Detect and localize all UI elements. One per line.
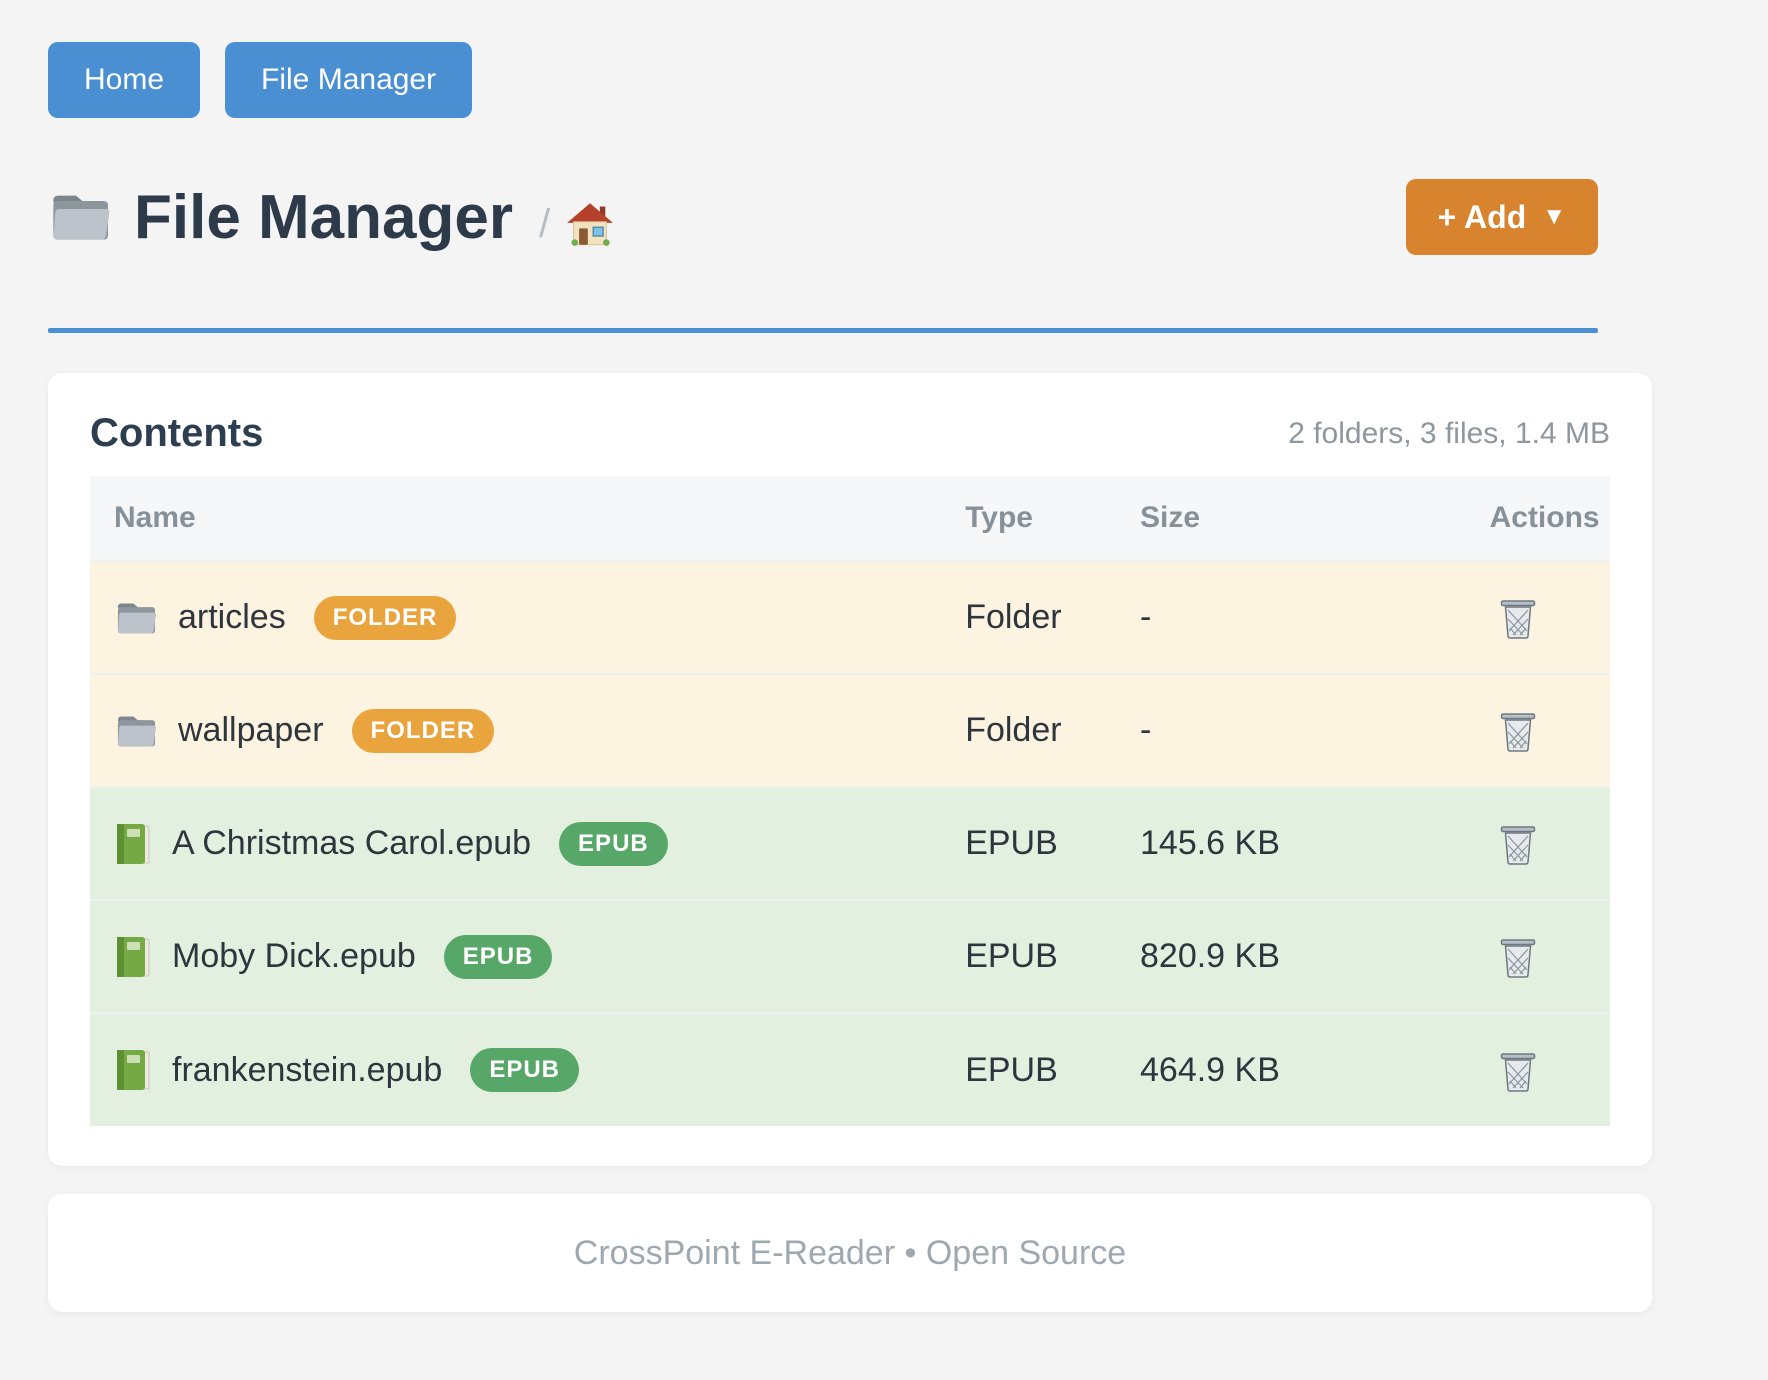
size-cell: 820.9 KB [1116, 899, 1466, 1013]
folder-icon [117, 716, 156, 746]
type-cell: EPUB [941, 1012, 1116, 1126]
delete-button[interactable] [1496, 819, 1540, 869]
table-row: wallpaper FOLDER Folder - [90, 673, 1610, 787]
item-badge: EPUB [470, 1048, 579, 1092]
column-header-name: Name [90, 476, 942, 561]
caret-down-icon: ▼ [1542, 203, 1566, 230]
item-badge: FOLDER [313, 595, 457, 640]
size-cell: 145.6 KB [1116, 786, 1466, 900]
trash-icon [1500, 1052, 1535, 1092]
page-title: File Manager [48, 182, 513, 253]
item-badge: EPUB [443, 934, 553, 979]
book-icon [117, 823, 150, 864]
footer: CrossPoint E-Reader • Open Source [48, 1194, 1652, 1312]
contents-card: Contents 2 folders, 3 files, 1.4 MB Name… [48, 373, 1652, 1166]
contents-table-body: articles FOLDER Folder - [90, 560, 1610, 1126]
item-name[interactable]: frankenstein.epub [172, 1050, 443, 1089]
top-nav: Home File Manager [48, 0, 1652, 118]
file-manager-nav-button[interactable]: File Manager [225, 42, 473, 118]
book-icon [117, 936, 150, 977]
type-cell: Folder [941, 673, 1116, 787]
page-title-text: File Manager [134, 182, 513, 252]
delete-button[interactable] [1496, 1046, 1540, 1096]
trash-icon [1500, 826, 1535, 865]
contents-heading: Contents [90, 411, 264, 455]
item-name[interactable]: Moby Dick.epub [172, 937, 416, 975]
home-nav-button[interactable]: Home [48, 42, 201, 118]
home-icon[interactable] [566, 202, 614, 246]
contents-table: Name Type Size Actions [90, 476, 1610, 1126]
delete-button[interactable] [1496, 593, 1540, 643]
trash-icon [1500, 600, 1535, 639]
add-button-label: + Add [1437, 198, 1527, 235]
trash-icon [1500, 713, 1535, 752]
table-row: articles FOLDER Folder - [90, 560, 1610, 674]
folder-icon [117, 603, 156, 633]
footer-text: CrossPoint E-Reader • Open Source [573, 1233, 1127, 1272]
table-row: A Christmas Carol.epub EPUB EPUB 145.6 K… [90, 786, 1610, 900]
table-row: Moby Dick.epub EPUB EPUB 820.9 KB [90, 899, 1610, 1013]
item-badge: FOLDER [351, 708, 495, 753]
size-cell: - [1116, 560, 1466, 674]
delete-button[interactable] [1496, 706, 1540, 756]
type-cell: EPUB [941, 786, 1116, 900]
folder-icon [53, 195, 110, 240]
page-container: Home File Manager File Manager / [48, 0, 1652, 1312]
trash-icon [1500, 939, 1535, 978]
item-name[interactable]: wallpaper [178, 711, 324, 749]
size-cell: - [1116, 673, 1466, 787]
breadcrumb: / [539, 188, 614, 247]
item-name[interactable]: A Christmas Carol.epub [172, 824, 532, 862]
table-row: frankenstein.epub EPUB EPUB 464.9 KB [90, 1012, 1610, 1126]
item-badge: EPUB [559, 821, 668, 866]
type-cell: Folder [941, 560, 1116, 674]
type-cell: EPUB [941, 899, 1116, 1013]
column-header-actions: Actions [1465, 476, 1610, 561]
column-header-size: Size [1116, 476, 1466, 561]
add-button[interactable]: + Add ▼ [1405, 179, 1598, 255]
contents-card-header: Contents 2 folders, 3 files, 1.4 MB [90, 411, 1610, 456]
contents-summary: 2 folders, 3 files, 1.4 MB [1288, 416, 1610, 450]
item-name[interactable]: articles [178, 598, 286, 636]
page-header: File Manager / + Add ▼ [48, 168, 1598, 266]
size-cell: 464.9 KB [1116, 1012, 1466, 1126]
breadcrumb-separator: / [539, 201, 551, 246]
column-header-type: Type [941, 476, 1116, 561]
book-icon [117, 1050, 150, 1090]
contents-table-head: Name Type Size Actions [90, 476, 1610, 561]
header-divider [48, 328, 1598, 333]
delete-button[interactable] [1496, 932, 1540, 982]
